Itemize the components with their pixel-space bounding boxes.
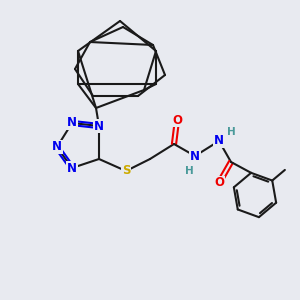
Text: N: N xyxy=(94,119,104,133)
Text: N: N xyxy=(52,140,62,154)
Text: N: N xyxy=(214,134,224,148)
Text: O: O xyxy=(172,113,182,127)
Text: H: H xyxy=(226,127,236,137)
Text: N: N xyxy=(67,116,77,130)
Text: N: N xyxy=(190,149,200,163)
Text: N: N xyxy=(67,161,77,175)
Text: S: S xyxy=(122,164,130,178)
Text: O: O xyxy=(214,176,224,190)
Text: H: H xyxy=(184,166,194,176)
